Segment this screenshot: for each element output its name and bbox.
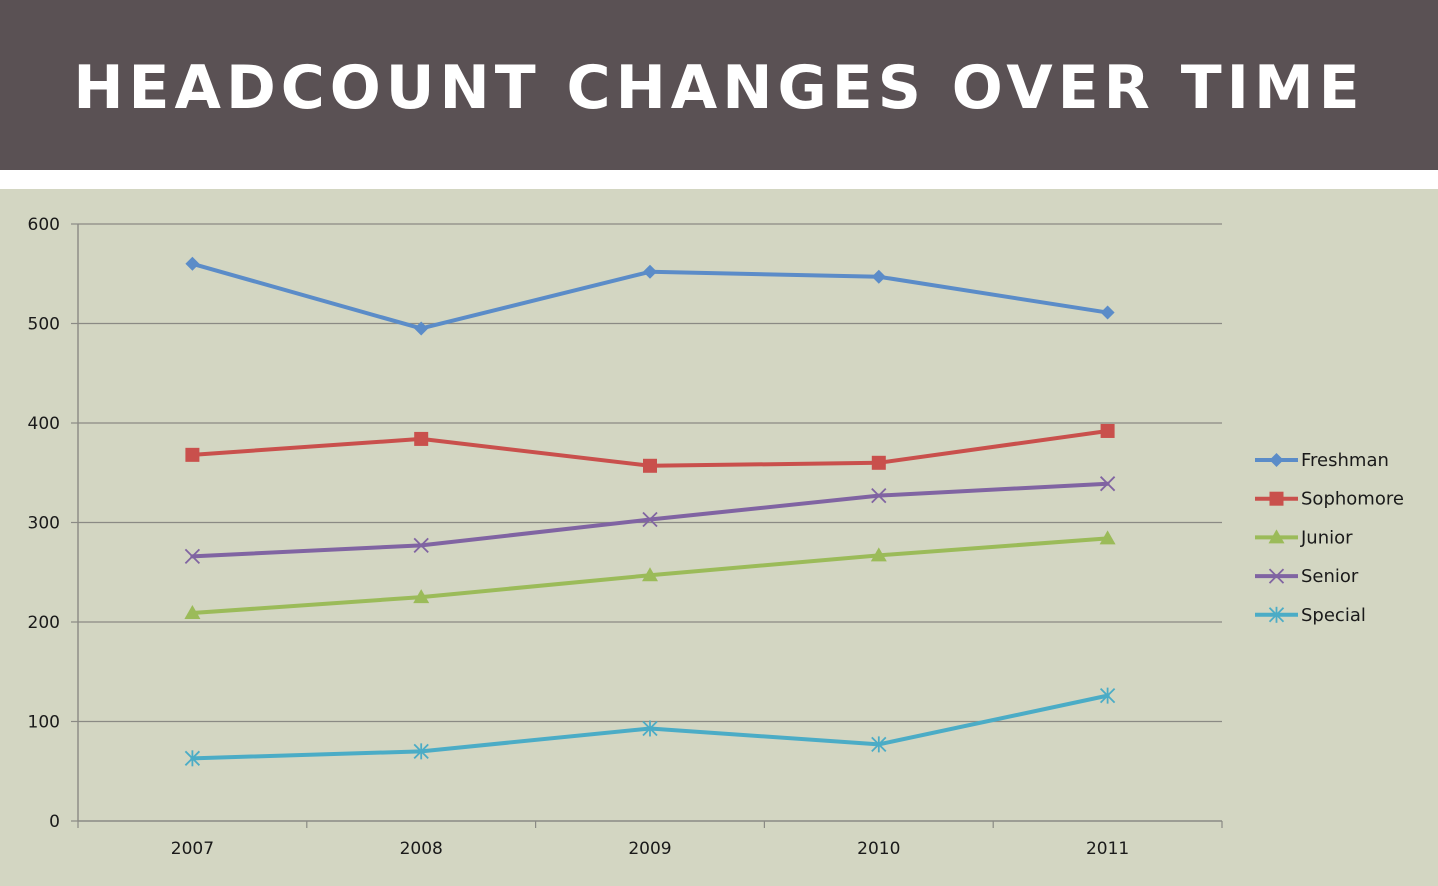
data-point-special-2010 — [871, 736, 887, 753]
legend-marker-freshman — [1269, 453, 1284, 467]
legend-label-junior: Junior — [1300, 527, 1353, 548]
data-point-special-2007 — [184, 750, 201, 767]
series-junior — [184, 530, 1116, 620]
headcount-line-chart: 0 100 200 300 400 500 600 2007 2008 2009 2010 2011… — [28, 215, 1404, 859]
data-point-special-2009 — [642, 720, 658, 737]
x-tick-label-2011: 2011 — [1086, 839, 1129, 859]
y-tick-label-0: 0 — [49, 812, 60, 832]
data-point-junior-2011 — [1099, 530, 1116, 545]
chart-area: 0 100 200 300 400 500 600 2007 2008 2009 2010 2011… — [0, 189, 1438, 886]
data-point-junior-2009 — [642, 567, 658, 582]
data-point-sophomore-2009 — [643, 458, 657, 473]
data-point-junior-2008 — [413, 589, 430, 604]
data-point-senior-2007 — [184, 548, 201, 564]
x-tick-label-2009: 2009 — [628, 839, 671, 859]
data-point-senior-2009 — [642, 511, 658, 528]
data-point-special-2011 — [1099, 687, 1116, 704]
gridlines — [78, 223, 1222, 723]
legend-label-sophomore: Sophomore — [1301, 489, 1404, 510]
legend-item-senior: Senior — [1255, 566, 1359, 587]
legend-item-freshman: Freshman — [1255, 450, 1389, 471]
legend-item-special: Special — [1255, 605, 1366, 626]
data-point-freshman-2010 — [871, 269, 886, 284]
series-senior — [184, 476, 1116, 564]
y-tick-label-300: 300 — [28, 514, 60, 534]
data-point-sophomore-2008 — [414, 431, 429, 446]
data-point-sophomore-2010 — [871, 455, 886, 470]
y-tick-label-600: 600 — [28, 215, 60, 235]
x-tick-label-2010: 2010 — [857, 839, 900, 859]
data-point-freshman-2008 — [414, 321, 429, 336]
slide-title: HEADCOUNT CHANGES OVER TIME — [73, 53, 1365, 123]
divider-strip — [0, 170, 1438, 189]
x-axis-tick-labels: 2007 2008 2009 2010 2011 — [171, 839, 1129, 859]
legend-label-freshman: Freshman — [1301, 450, 1389, 471]
y-tick-label-200: 200 — [28, 613, 60, 633]
legend-label-senior: Senior — [1301, 566, 1359, 587]
data-point-junior-2010 — [870, 547, 887, 562]
legend-item-sophomore: Sophomore — [1255, 489, 1404, 510]
legend-item-junior: Junior — [1255, 527, 1353, 548]
axes — [71, 223, 1223, 828]
x-tick-label-2008: 2008 — [400, 839, 443, 859]
data-point-senior-2011 — [1099, 476, 1116, 492]
data-point-freshman-2009 — [643, 264, 657, 279]
y-tick-label-400: 400 — [28, 414, 60, 434]
series-freshman — [185, 256, 1115, 336]
data-point-freshman-2011 — [1100, 305, 1115, 320]
legend-marker-junior — [1268, 529, 1285, 544]
y-tick-label-100: 100 — [28, 713, 60, 733]
x-tick-label-2007: 2007 — [171, 839, 214, 859]
series-lines — [184, 256, 1116, 767]
data-point-special-2008 — [413, 743, 429, 760]
data-point-sophomore-2007 — [185, 447, 200, 462]
data-point-sophomore-2011 — [1100, 423, 1115, 438]
series-sophomore — [185, 423, 1115, 473]
legend-marker-sophomore — [1269, 491, 1284, 506]
legend-marker-senior — [1268, 568, 1285, 584]
series-special — [184, 687, 1116, 767]
data-point-senior-2008 — [413, 537, 429, 554]
data-point-freshman-2007 — [185, 256, 200, 271]
y-axis-tick-labels: 0 100 200 300 400 500 600 — [28, 215, 60, 832]
y-tick-label-500: 500 — [28, 315, 60, 335]
legend-label-special: Special — [1301, 605, 1366, 626]
legend: Freshman Sophomore Junior Senior Special — [1255, 450, 1404, 626]
data-point-senior-2010 — [871, 487, 887, 504]
data-point-junior-2007 — [184, 605, 201, 620]
title-banner: HEADCOUNT CHANGES OVER TIME — [0, 0, 1438, 170]
legend-marker-special — [1268, 606, 1285, 623]
